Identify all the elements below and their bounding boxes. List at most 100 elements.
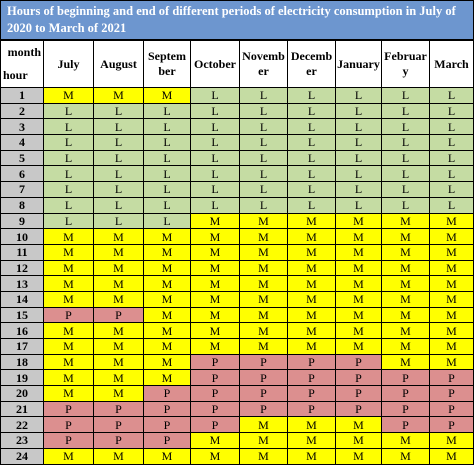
period-cell: M [382,323,430,339]
period-cell: P [144,401,191,417]
period-cell: P [94,401,144,417]
period-cell: P [144,417,191,433]
period-cell: M [336,417,382,433]
period-cell: M [44,229,94,245]
period-cell: L [44,119,94,135]
period-cell: L [94,213,144,229]
hour-cell: 20 [1,386,44,402]
hour-cell: 8 [1,197,44,213]
period-cell: L [44,166,94,182]
month-axis-label: month [8,45,41,60]
period-cell: L [382,103,430,119]
hour-cell: 12 [1,260,44,276]
period-cell: M [430,354,474,370]
hour-cell: 19 [1,370,44,386]
table-row: 23 P P P M M M M M M [1,433,474,449]
period-cell: L [191,103,240,119]
period-cell: M [288,229,336,245]
hour-cell: 11 [1,244,44,260]
hour-cell: 3 [1,119,44,135]
hour-cell: 4 [1,135,44,151]
period-cell: L [336,119,382,135]
period-cell: M [336,276,382,292]
hour-axis-label: hour [3,68,28,83]
period-cell: M [94,323,144,339]
period-cell: M [336,229,382,245]
period-cell: M [144,88,191,104]
period-cell: L [94,166,144,182]
period-cell: M [144,323,191,339]
table-row: 17 M M M M M M M M M [1,339,474,355]
period-cell: M [94,244,144,260]
period-cell: M [44,323,94,339]
hour-cell: 5 [1,150,44,166]
period-cell: L [336,197,382,213]
hour-cell: 2 [1,103,44,119]
period-cell: M [44,370,94,386]
period-cell: L [430,119,474,135]
period-cell: M [382,354,430,370]
period-cell: M [144,229,191,245]
corner-header-cell: month hour [1,41,44,88]
period-cell: P [336,370,382,386]
table-row: 15 P P M M M M M M M [1,307,474,323]
hour-cell: 21 [1,401,44,417]
period-cell: L [191,182,240,198]
period-cell: M [382,433,430,449]
period-cell: L [240,103,288,119]
hour-cell: 17 [1,339,44,355]
period-cell: P [44,433,94,449]
period-cell: P [288,354,336,370]
period-cell: L [144,213,191,229]
period-cell: M [191,307,240,323]
period-cell: M [44,276,94,292]
period-cell: M [191,260,240,276]
period-cell: M [191,229,240,245]
month-header-october: October [191,41,240,88]
period-cell: L [336,150,382,166]
period-cell: M [240,448,288,464]
period-cell: L [94,119,144,135]
period-cell: P [288,386,336,402]
period-cell: P [191,417,240,433]
period-cell: L [191,88,240,104]
period-cell: M [430,291,474,307]
period-cell: P [144,386,191,402]
period-cell: P [430,417,474,433]
period-cell: M [430,307,474,323]
month-header-november: Novemb er [240,41,288,88]
period-cell: M [44,339,94,355]
table-row: 10 M M M M M M M M M [1,229,474,245]
period-cell: M [336,291,382,307]
period-cell: P [240,386,288,402]
table-row: 22 P P P P M M M P P [1,417,474,433]
table-row: 16 M M M M M M M M M [1,323,474,339]
period-cell: L [44,150,94,166]
period-cell: L [144,197,191,213]
hour-cell: 24 [1,448,44,464]
period-cell: P [382,386,430,402]
period-cell: P [430,370,474,386]
period-cell: L [240,166,288,182]
period-cell: M [94,260,144,276]
period-cell: M [240,260,288,276]
period-cell: M [44,260,94,276]
period-cell: M [144,307,191,323]
period-cell: P [336,401,382,417]
period-cell: L [240,119,288,135]
period-cell: L [144,103,191,119]
period-cell: M [144,339,191,355]
hour-cell: 13 [1,276,44,292]
period-cell: L [382,197,430,213]
table-row: 11 M M M M M M M M M [1,244,474,260]
period-cell: M [94,291,144,307]
period-cell: L [430,135,474,151]
period-cell: P [44,417,94,433]
period-cell: L [44,182,94,198]
period-cell: P [382,417,430,433]
